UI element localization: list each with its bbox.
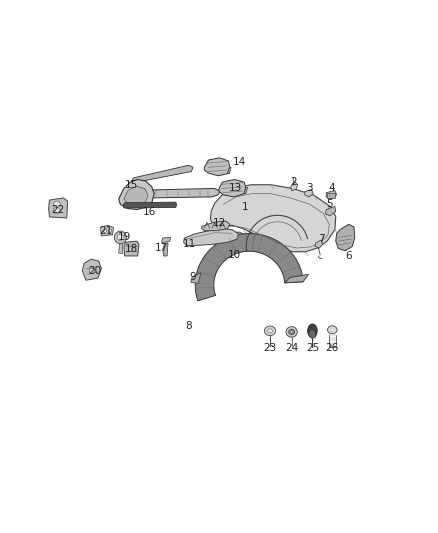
Text: 16: 16 xyxy=(143,207,156,216)
Polygon shape xyxy=(244,188,247,193)
Text: 14: 14 xyxy=(233,157,247,167)
Text: 3: 3 xyxy=(307,183,313,193)
Text: 5: 5 xyxy=(326,199,333,209)
Polygon shape xyxy=(219,180,246,197)
Polygon shape xyxy=(163,243,168,256)
Polygon shape xyxy=(123,202,177,208)
Ellipse shape xyxy=(289,329,295,335)
Text: 1: 1 xyxy=(242,203,248,213)
Text: 13: 13 xyxy=(229,183,242,193)
Polygon shape xyxy=(124,241,139,256)
Ellipse shape xyxy=(117,235,124,241)
Polygon shape xyxy=(131,165,193,183)
Polygon shape xyxy=(195,233,303,301)
Ellipse shape xyxy=(265,326,276,336)
Polygon shape xyxy=(82,259,101,280)
Polygon shape xyxy=(315,240,323,248)
Polygon shape xyxy=(124,187,148,205)
Text: 8: 8 xyxy=(185,320,192,330)
Polygon shape xyxy=(215,232,247,253)
Polygon shape xyxy=(162,238,170,243)
Polygon shape xyxy=(100,225,113,236)
Polygon shape xyxy=(119,180,154,209)
Text: 4: 4 xyxy=(328,183,335,193)
Ellipse shape xyxy=(309,330,316,338)
Text: 12: 12 xyxy=(213,218,226,228)
Text: 25: 25 xyxy=(306,343,319,353)
Ellipse shape xyxy=(53,207,60,214)
Text: 10: 10 xyxy=(228,250,241,260)
Text: 18: 18 xyxy=(125,244,138,254)
Ellipse shape xyxy=(103,229,106,232)
Ellipse shape xyxy=(307,324,317,338)
Polygon shape xyxy=(336,224,355,251)
Polygon shape xyxy=(285,274,308,283)
Text: 26: 26 xyxy=(325,343,338,353)
Text: 22: 22 xyxy=(52,205,65,215)
Text: 20: 20 xyxy=(88,266,101,276)
Polygon shape xyxy=(326,191,337,199)
Ellipse shape xyxy=(53,201,60,207)
Ellipse shape xyxy=(328,326,337,334)
Polygon shape xyxy=(210,185,336,252)
Polygon shape xyxy=(202,221,230,231)
Text: 15: 15 xyxy=(125,180,138,190)
Ellipse shape xyxy=(290,330,293,333)
Text: 9: 9 xyxy=(190,272,196,282)
Ellipse shape xyxy=(108,229,112,232)
Text: 11: 11 xyxy=(183,239,196,249)
Text: 23: 23 xyxy=(263,343,277,353)
Ellipse shape xyxy=(89,268,95,273)
Polygon shape xyxy=(119,244,123,253)
Polygon shape xyxy=(184,229,238,245)
Text: 24: 24 xyxy=(285,343,298,353)
Ellipse shape xyxy=(286,327,297,337)
Ellipse shape xyxy=(268,329,272,333)
Ellipse shape xyxy=(114,231,127,244)
Polygon shape xyxy=(148,189,220,198)
Text: 7: 7 xyxy=(318,234,325,244)
Text: 17: 17 xyxy=(155,243,169,253)
Polygon shape xyxy=(49,198,67,218)
Polygon shape xyxy=(291,182,298,191)
Polygon shape xyxy=(228,167,231,174)
Bar xyxy=(327,192,335,198)
Polygon shape xyxy=(325,206,336,216)
Text: 6: 6 xyxy=(346,251,352,261)
Text: 19: 19 xyxy=(118,232,131,242)
Polygon shape xyxy=(191,273,201,284)
Polygon shape xyxy=(304,190,313,197)
Text: 21: 21 xyxy=(99,225,112,236)
Polygon shape xyxy=(204,158,230,176)
Text: 2: 2 xyxy=(290,177,297,187)
